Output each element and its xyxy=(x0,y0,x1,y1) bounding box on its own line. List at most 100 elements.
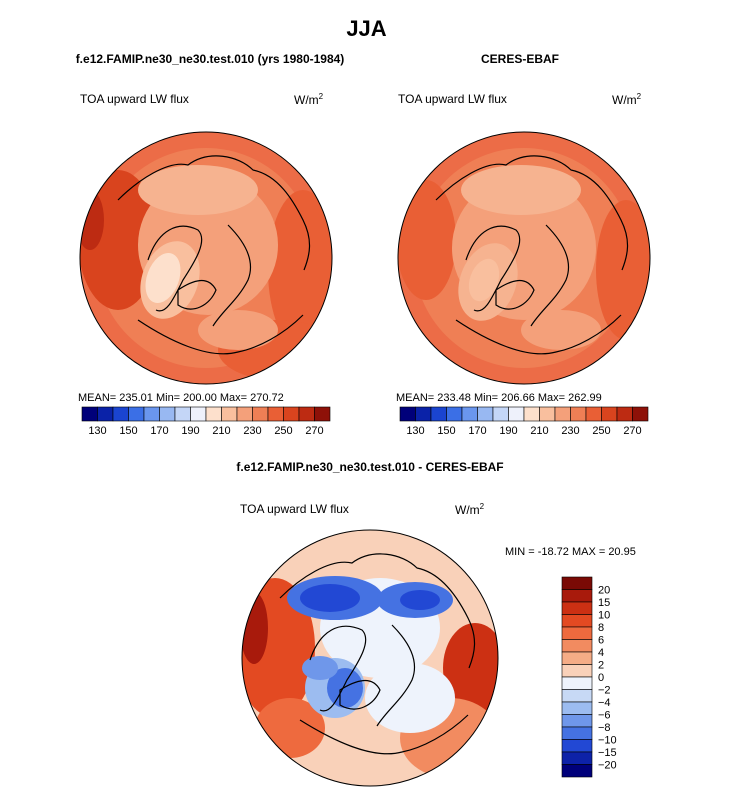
colorbar-tick-label: 4 xyxy=(598,647,604,659)
colorbar-tick-label: 270 xyxy=(305,425,323,437)
colorbar-tick-label: 15 xyxy=(598,597,610,609)
colorbar-box xyxy=(561,714,593,728)
map-border xyxy=(79,131,333,385)
colorbar-tick-label: 10 xyxy=(598,610,610,622)
panel-1-field-label: TOA upward LW flux xyxy=(80,92,189,106)
colorbar-tick-label: 250 xyxy=(592,425,610,437)
colorbar-box xyxy=(205,406,222,422)
colorbar-tick-label: 230 xyxy=(561,425,579,437)
colorbar-tick-label: 150 xyxy=(437,425,455,437)
coastline-1 xyxy=(435,155,629,271)
units-exp: 2 xyxy=(479,502,485,511)
coastline-4 xyxy=(299,714,469,755)
coastline-3 xyxy=(376,624,416,727)
colorbar-box xyxy=(561,576,593,590)
colorbar-box xyxy=(561,601,593,615)
units-exp: 2 xyxy=(318,92,324,101)
colorbar-tick-label: 190 xyxy=(181,425,199,437)
coastline-2 xyxy=(309,625,367,712)
panel-3-subtitle: f.e12.FAMIP.ne30_ne30.test.010 - CERES-E… xyxy=(236,460,504,474)
colorbar-box xyxy=(221,406,238,422)
map-border xyxy=(241,529,499,787)
coastline-5 xyxy=(495,280,535,310)
colorbar-box xyxy=(561,651,593,665)
coastline-1 xyxy=(117,155,311,271)
colorbar-tick-label: 190 xyxy=(499,425,517,437)
panel-1-map xyxy=(79,131,333,385)
colorbar-box xyxy=(492,406,509,422)
colorbar-tick-label: 6 xyxy=(598,635,604,647)
colorbar-box xyxy=(430,406,447,422)
coastline-4 xyxy=(455,314,622,355)
coastline-3 xyxy=(530,224,570,327)
colorbar-tick-label: 130 xyxy=(406,425,424,437)
colorbar-box xyxy=(585,406,602,422)
colorbar-box xyxy=(508,406,525,422)
colorbar-tick-label: 150 xyxy=(119,425,137,437)
colorbar-tick-label: 170 xyxy=(468,425,486,437)
colorbar-box xyxy=(252,406,269,422)
panel-1-colorbar: 130 150 170 190 210 230 250 270 xyxy=(81,406,331,437)
colorbar-box xyxy=(523,406,540,422)
colorbar-box xyxy=(554,406,571,422)
colorbar-tick-label: 20 xyxy=(598,585,610,597)
colorbar-box xyxy=(477,406,494,422)
colorbar-tick-label: −15 xyxy=(598,747,617,759)
panel-2-units: W/m2 xyxy=(612,92,641,107)
colorbar-box xyxy=(561,639,593,653)
colorbar-box xyxy=(561,739,593,753)
colorbar-tick-label: 230 xyxy=(243,425,261,437)
colorbar-box xyxy=(97,406,114,422)
colorbar-box xyxy=(314,406,331,422)
colorbar-box xyxy=(561,701,593,715)
panel-2-map xyxy=(397,131,651,385)
coastline-2 xyxy=(465,225,521,312)
colorbar-box xyxy=(236,406,253,422)
colorbar-box xyxy=(143,406,160,422)
colorbar-box xyxy=(570,406,587,422)
units-base: W/m xyxy=(455,503,480,517)
colorbar-box xyxy=(298,406,315,422)
panel-3-stats: MIN = -18.72 MAX = 20.95 xyxy=(505,546,636,558)
colorbar-box xyxy=(399,406,416,422)
colorbar-tick-label: −4 xyxy=(598,697,611,709)
units-base: W/m xyxy=(612,93,637,107)
colorbar-box xyxy=(561,751,593,765)
colorbar-tick-label: 210 xyxy=(212,425,230,437)
colorbar-box xyxy=(190,406,207,422)
colorbar-box xyxy=(81,406,98,422)
colorbar-tick-label: 250 xyxy=(274,425,292,437)
colorbar-box xyxy=(174,406,191,422)
colorbar-box xyxy=(415,406,432,422)
colorbar-box xyxy=(561,726,593,740)
colorbar-tick-label: −2 xyxy=(598,685,611,697)
colorbar-tick-label: 0 xyxy=(598,672,604,684)
colorbar-box xyxy=(283,406,300,422)
colorbar-tick-label: 170 xyxy=(150,425,168,437)
figure-title: JJA xyxy=(346,16,387,41)
panel-3-units: W/m2 xyxy=(455,502,484,517)
coastline-4 xyxy=(137,314,304,355)
panel-3-map xyxy=(241,529,499,787)
colorbar-box xyxy=(539,406,556,422)
colorbar-tick-label: 270 xyxy=(623,425,641,437)
colorbar-tick-label: 130 xyxy=(88,425,106,437)
colorbar-box xyxy=(561,689,593,703)
colorbar-box xyxy=(601,406,618,422)
map-border xyxy=(397,131,651,385)
coastline-5 xyxy=(339,680,381,710)
coastline-5 xyxy=(177,280,217,310)
panel-2-colorbar: 130 150 170 190 210 230 250 270 xyxy=(399,406,649,437)
colorbar-box xyxy=(561,676,593,690)
colorbar-box xyxy=(632,406,649,422)
colorbar-box xyxy=(561,626,593,640)
colorbar-box xyxy=(461,406,478,422)
panel-1-stats: MEAN= 235.01 Min= 200.00 Max= 270.72 xyxy=(78,392,284,404)
coastline-3 xyxy=(212,224,252,327)
coastline-2 xyxy=(147,225,203,312)
colorbar-tick-label: −20 xyxy=(598,760,617,772)
colorbar-box xyxy=(616,406,633,422)
panel-2-stats: MEAN= 233.48 Min= 206.66 Max= 262.99 xyxy=(396,392,602,404)
panel-3-field-label: TOA upward LW flux xyxy=(240,502,349,516)
